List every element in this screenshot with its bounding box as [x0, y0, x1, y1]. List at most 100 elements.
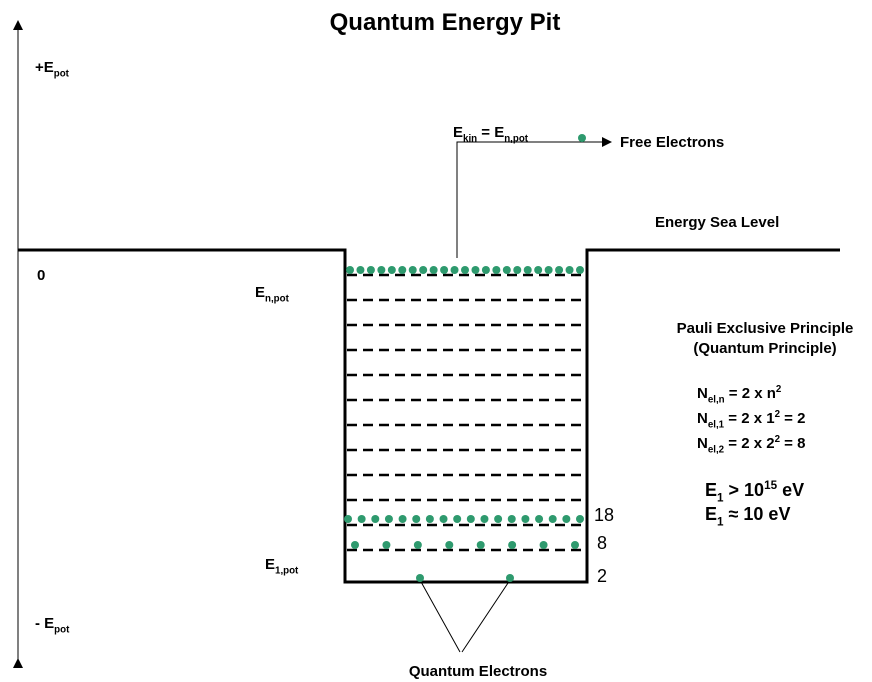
text-part: 1,pot	[275, 566, 299, 577]
formula: Nel,n = 2 x n2	[697, 384, 782, 406]
electron	[534, 266, 543, 274]
electron	[471, 266, 480, 274]
formula: Nel,2 = 2 x 22 = 8	[697, 434, 805, 456]
sea-level-label: Energy Sea Level	[655, 214, 779, 231]
text-part: el,n	[708, 395, 725, 406]
electron	[523, 266, 532, 274]
electron	[507, 515, 516, 523]
free-electron	[578, 134, 586, 142]
electron	[562, 515, 571, 523]
text-part: = 2	[780, 410, 805, 427]
electron	[481, 266, 490, 274]
electron	[576, 515, 584, 523]
electron	[476, 541, 485, 549]
escape-arrow	[456, 137, 612, 258]
text-part: = 2 x 2	[724, 435, 774, 452]
text-part: E	[705, 480, 717, 500]
text-part: ≈ 10 eV	[724, 504, 791, 524]
text-part: el,1	[708, 420, 725, 431]
electron	[502, 266, 511, 274]
electron	[351, 541, 359, 549]
text-part: = E	[477, 124, 504, 141]
electron	[576, 266, 584, 274]
text-part: +E	[35, 59, 54, 76]
text-part: - E	[35, 615, 54, 632]
electron	[544, 266, 553, 274]
pointer-lines	[419, 579, 511, 653]
electron	[440, 266, 449, 274]
zero-label: 0	[37, 267, 45, 284]
text-part: kin	[463, 134, 477, 145]
text-part: el,2	[708, 445, 725, 456]
electron	[521, 515, 530, 523]
formula: Nel,1 = 2 x 12 = 2	[697, 409, 805, 431]
text-part: N	[697, 435, 708, 452]
top-axis-label: +Epot	[35, 59, 70, 80]
text-part: 2	[775, 434, 781, 445]
electron	[461, 266, 469, 274]
bottom-axis-label: - Epot	[35, 615, 70, 636]
text-part: > 10	[724, 480, 765, 500]
electron	[419, 266, 428, 274]
quantum-electrons-label: Quantum Electrons	[409, 663, 547, 680]
electron	[480, 515, 489, 523]
text-part: = 8	[780, 435, 805, 452]
electron	[450, 266, 459, 274]
electron	[492, 266, 501, 274]
electron	[565, 266, 574, 274]
energy-estimate: E1 > 1015 eV	[705, 479, 804, 505]
text-part: = 2 x 1	[724, 410, 774, 427]
principle-subtitle: (Quantum Principle)	[693, 340, 836, 357]
text-part: pot	[54, 69, 70, 80]
title: Quantum Energy Pit	[330, 9, 561, 36]
electron	[494, 515, 503, 523]
electron	[508, 541, 517, 549]
principle-title: Pauli Exclusive Principle	[677, 320, 854, 337]
text-part: N	[697, 385, 708, 402]
energy-pit	[18, 248, 840, 584]
text-part: E	[705, 504, 717, 524]
text-part: 1	[717, 515, 724, 528]
text-part: n,pot	[265, 294, 290, 305]
electron	[439, 515, 448, 523]
electron	[429, 266, 438, 274]
electron	[555, 266, 564, 274]
electron-count: 8	[597, 533, 607, 553]
electron	[416, 574, 424, 582]
electron	[548, 515, 557, 523]
electron-count: 18	[594, 505, 614, 525]
energy-estimate: E1 ≈ 10 eV	[705, 504, 790, 528]
electron	[346, 266, 354, 274]
text-part: eV	[777, 480, 804, 500]
electron	[371, 515, 380, 523]
electron	[384, 515, 393, 523]
text-part: 15	[764, 479, 778, 492]
electron	[344, 515, 352, 523]
text-part: n,pot	[504, 134, 529, 145]
free-electrons-label: Free Electrons	[620, 134, 724, 151]
electron	[539, 541, 548, 549]
electron	[535, 515, 544, 523]
text-part: 1	[717, 491, 724, 504]
text-part: E	[453, 124, 463, 141]
electron	[425, 515, 434, 523]
electron	[398, 515, 407, 523]
text-part: E	[265, 556, 275, 573]
electron	[387, 266, 396, 274]
electron	[413, 541, 422, 549]
kinetic-energy-label: Ekin = En,pot	[453, 124, 529, 145]
text-part: pot	[54, 625, 70, 636]
lowest-level-label: E1,pot	[265, 556, 299, 577]
electron	[408, 266, 417, 274]
text-part: N	[697, 410, 708, 427]
text-part: 2	[776, 384, 782, 395]
electron	[412, 515, 421, 523]
electron	[466, 515, 475, 523]
electron	[506, 574, 514, 582]
electron	[366, 266, 375, 274]
electron	[357, 515, 366, 523]
electron	[356, 266, 365, 274]
electron	[377, 266, 386, 274]
